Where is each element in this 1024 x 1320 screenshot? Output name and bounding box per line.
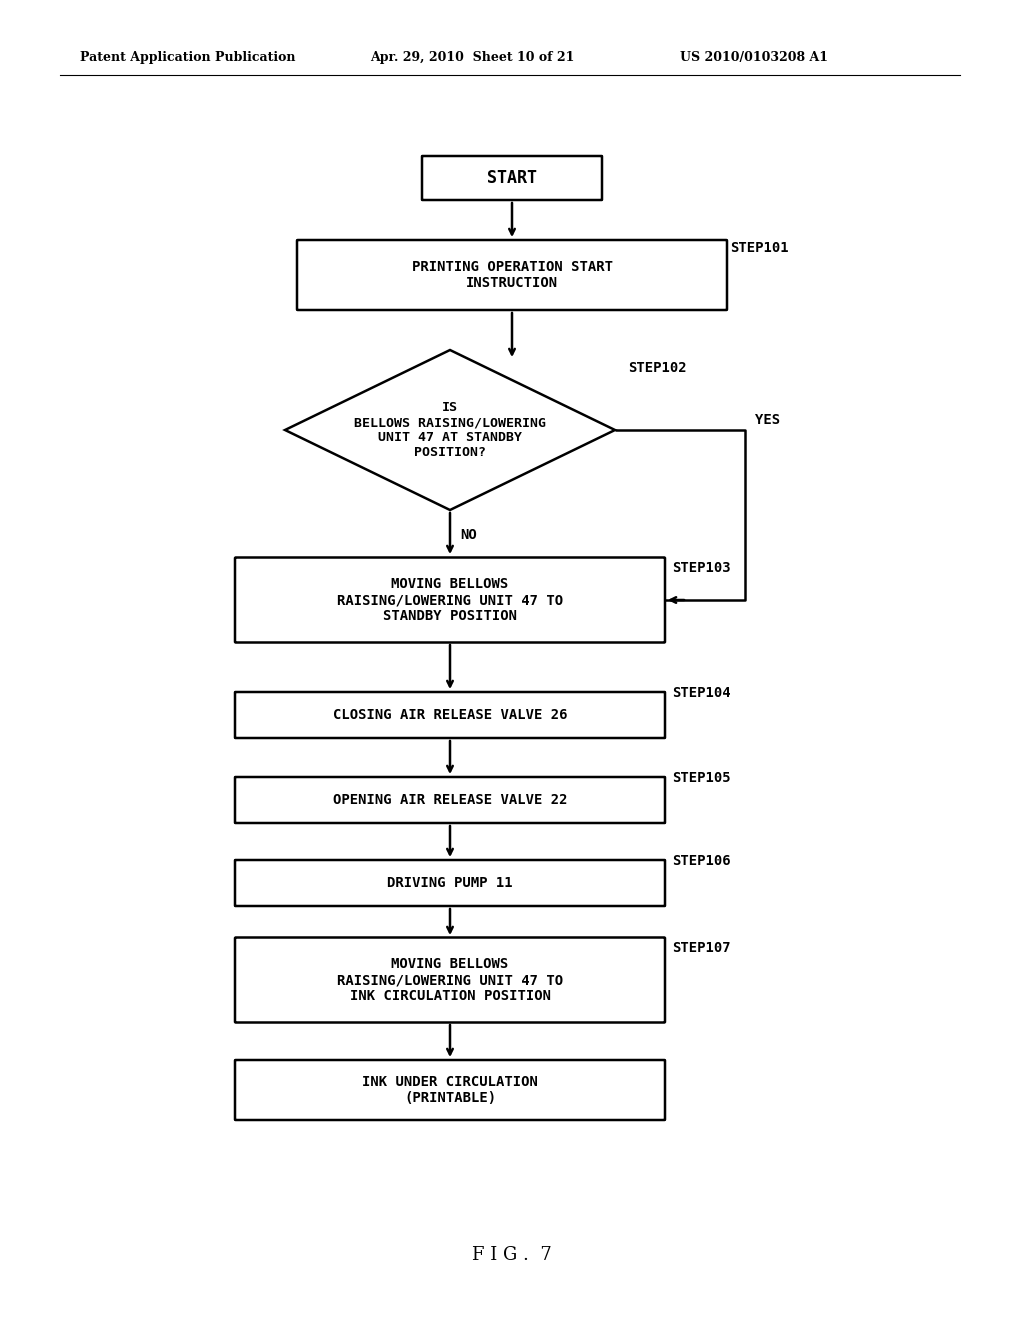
Text: START: START <box>487 169 537 187</box>
Text: Patent Application Publication: Patent Application Publication <box>80 51 296 65</box>
Text: MOVING BELLOWS
RAISING/LOWERING UNIT 47 TO
INK CIRCULATION POSITION: MOVING BELLOWS RAISING/LOWERING UNIT 47 … <box>337 957 563 1003</box>
Text: OPENING AIR RELEASE VALVE 22: OPENING AIR RELEASE VALVE 22 <box>333 793 567 807</box>
FancyBboxPatch shape <box>234 777 665 822</box>
FancyBboxPatch shape <box>422 156 602 201</box>
Text: CLOSING AIR RELEASE VALVE 26: CLOSING AIR RELEASE VALVE 26 <box>333 708 567 722</box>
Text: NO: NO <box>460 528 477 543</box>
Text: YES: YES <box>755 413 780 426</box>
Text: STEP104: STEP104 <box>672 686 731 700</box>
FancyBboxPatch shape <box>234 1060 665 1119</box>
Text: STEP101: STEP101 <box>730 242 788 255</box>
Text: STEP106: STEP106 <box>672 854 731 869</box>
Text: Apr. 29, 2010  Sheet 10 of 21: Apr. 29, 2010 Sheet 10 of 21 <box>370 51 574 65</box>
Text: US 2010/0103208 A1: US 2010/0103208 A1 <box>680 51 828 65</box>
FancyBboxPatch shape <box>234 861 665 906</box>
Text: STEP107: STEP107 <box>672 941 731 954</box>
Text: STEP103: STEP103 <box>672 561 731 576</box>
Text: F I G .  7: F I G . 7 <box>472 1246 552 1265</box>
FancyBboxPatch shape <box>234 557 665 643</box>
Text: STEP102: STEP102 <box>628 360 687 375</box>
Text: PRINTING OPERATION START
INSTRUCTION: PRINTING OPERATION START INSTRUCTION <box>412 260 612 290</box>
Text: STEP105: STEP105 <box>672 771 731 785</box>
Text: DRIVING PUMP 11: DRIVING PUMP 11 <box>387 876 513 890</box>
Text: INK UNDER CIRCULATION
(PRINTABLE): INK UNDER CIRCULATION (PRINTABLE) <box>362 1074 538 1105</box>
Text: MOVING BELLOWS
RAISING/LOWERING UNIT 47 TO
STANDBY POSITION: MOVING BELLOWS RAISING/LOWERING UNIT 47 … <box>337 577 563 623</box>
FancyBboxPatch shape <box>234 692 665 738</box>
FancyBboxPatch shape <box>297 240 727 310</box>
Text: IS
BELLOWS RAISING/LOWERING
UNIT 47 AT STANDBY
POSITION?: IS BELLOWS RAISING/LOWERING UNIT 47 AT S… <box>354 401 546 459</box>
FancyBboxPatch shape <box>234 937 665 1023</box>
Polygon shape <box>285 350 615 510</box>
